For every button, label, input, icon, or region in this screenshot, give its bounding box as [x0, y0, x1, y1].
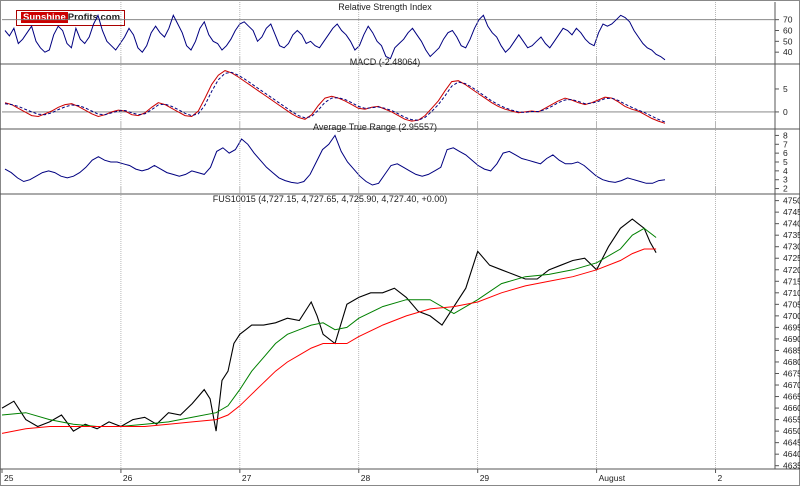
y-tick-label: 5: [783, 84, 788, 94]
y-tick-label: 0: [783, 107, 788, 117]
y-tick-label: 70: [783, 15, 793, 25]
x-tick-label: August: [599, 473, 626, 483]
y-tick-label: 4735: [783, 230, 800, 240]
y-tick-label: 7: [783, 139, 788, 149]
y-tick-label: 4720: [783, 265, 800, 275]
series-line-p0-0: [4, 13, 666, 61]
y-tick-label: 4690: [783, 334, 800, 344]
y-tick-label: 4675: [783, 368, 800, 378]
y-tick-label: 4635: [783, 461, 800, 471]
y-tick-label: 4: [783, 166, 788, 176]
y-tick-label: 4700: [783, 311, 800, 321]
y-tick-label: 6: [783, 148, 788, 158]
x-tick-label: 27: [242, 473, 252, 483]
y-tick-label: 4715: [783, 276, 800, 286]
series-line-price: [1, 218, 657, 432]
x-tick-label: 28: [361, 473, 371, 483]
logo-part1: Sunshine: [21, 12, 68, 23]
y-tick-label: 3: [783, 175, 788, 185]
y-tick-label: 4730: [783, 242, 800, 252]
y-tick-label: 4740: [783, 219, 800, 229]
y-tick-label: 40: [783, 47, 793, 57]
y-tick-label: 4645: [783, 438, 800, 448]
y-tick-label: 50: [783, 36, 793, 46]
y-tick-label: 4655: [783, 415, 800, 425]
y-tick-label: 5: [783, 157, 788, 167]
y-tick-label: 8: [783, 130, 788, 140]
panel-title: MACD (-2.48064): [350, 57, 421, 67]
y-tick-label: 4695: [783, 322, 800, 332]
logo-part2: Profits.com: [67, 12, 121, 23]
series-line-p2-0: [4, 134, 666, 186]
y-tick-label: 4725: [783, 253, 800, 263]
x-tick-label: 29: [480, 473, 490, 483]
series-line-ma-short: [1, 227, 657, 427]
x-tick-label: 2: [718, 473, 723, 483]
logo: Sunshine Profits.com: [16, 10, 126, 26]
x-tick-label: 26: [123, 473, 133, 483]
series-line-ma-long: [1, 248, 657, 434]
series-line-signal: [4, 71, 666, 123]
series-line-macd: [4, 70, 666, 124]
y-tick-label: 4665: [783, 392, 800, 402]
y-tick-label: 2: [783, 184, 788, 194]
y-tick-label: 4685: [783, 345, 800, 355]
panel-title: Relative Strength Index: [338, 2, 432, 12]
y-tick-label: 4680: [783, 357, 800, 367]
x-tick-label: 25: [4, 473, 14, 483]
panel-title: Average True Range (2.95557): [313, 122, 437, 132]
y-tick-label: 4705: [783, 299, 800, 309]
y-tick-label: 4640: [783, 449, 800, 459]
y-tick-label: 4750: [783, 196, 800, 206]
y-tick-label: 4660: [783, 403, 800, 413]
y-tick-label: 60: [783, 26, 793, 36]
y-tick-label: 4670: [783, 380, 800, 390]
y-tick-label: 4710: [783, 288, 800, 298]
y-tick-label: 4745: [783, 207, 800, 217]
panel-title: FUS10015 (4,727.15, 4,727.65, 4,725.90, …: [213, 194, 447, 204]
y-tick-label: 4650: [783, 426, 800, 436]
